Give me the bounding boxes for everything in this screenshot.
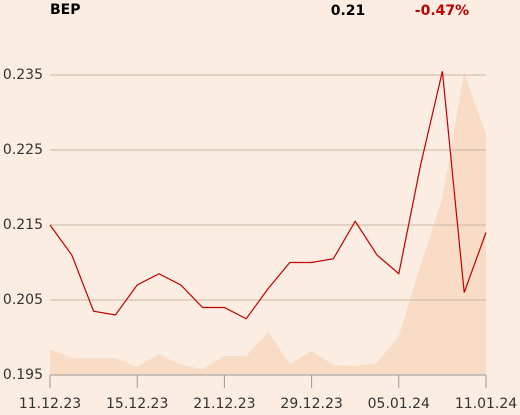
- symbol: BEP: [50, 2, 81, 18]
- x-tick-label: 15.12.23: [106, 396, 168, 412]
- change: -0.47%: [415, 3, 469, 19]
- y-tick-label: 0.225: [3, 142, 43, 158]
- y-tick-label: 0.235: [3, 67, 43, 83]
- area: [50, 72, 486, 375]
- price: 0.21: [331, 3, 366, 19]
- price-line: [49, 71, 487, 320]
- y-tick-label: 0.195: [3, 367, 43, 383]
- x-tick-label: 11.12.23: [19, 396, 81, 412]
- y-tick-label: 0.205: [3, 292, 43, 308]
- x-tick-label: 29.12.23: [280, 396, 342, 412]
- y-tick-label: 0.215: [3, 217, 43, 233]
- x-tick-label: 21.12.23: [193, 396, 255, 412]
- x-tick-label: 05.01.24: [368, 396, 430, 412]
- x-tick-label: 11.01.24: [455, 396, 517, 412]
